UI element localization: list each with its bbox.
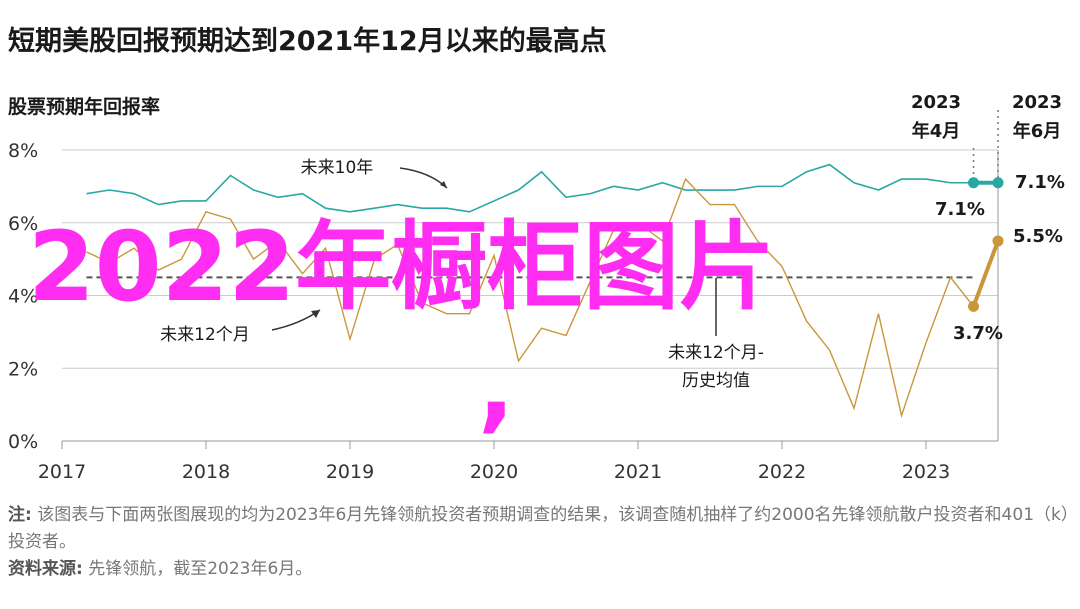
chart-title: 短期美股回报预期达到2021年12月以来的最高点 [8,25,607,57]
note-text: 该图表与下面两张图展现的均为2023年6月先锋领航投资者预期调查的结果，该调查随… [8,505,1070,552]
source-paragraph: 资料来源: 先锋领航，截至2023年6月。 [8,556,1074,583]
ten-year-arrow [399,167,448,189]
x-tick-2020: 2020 [470,461,518,483]
twelve-month-jun-value: 5.5% [1013,226,1063,247]
x-tick-2017: 2017 [38,461,86,483]
point-apr-1 [968,300,980,312]
apr-year-label: 2023 [911,92,961,113]
series-line-twelve-month [86,177,975,419]
series-lines [86,163,1004,419]
y-axis-ticks: 0% 2% 4% 6% 8% [8,140,38,453]
x-tick-2023: 2023 [902,461,950,483]
note-label: 注: [8,505,32,525]
hist-avg-label-1: 未来12个月- [668,343,764,363]
y-tick-0: 0% [8,431,38,453]
ten-year-apr-value: 7.1% [935,199,985,220]
footnote: 注: 该图表与下面两张图展现的均为2023年6月先锋领航投资者预期调查的结果，该… [8,502,1074,583]
point-jun-0 [992,177,1004,189]
chart-subtitle: 股票预期年回报率 [8,95,160,118]
source-text: 先锋领航，截至2023年6月。 [82,559,313,579]
x-axis-ticks: 2017 2018 2019 2020 2021 2022 2023 [38,461,950,483]
source-label: 资料来源: [8,559,83,579]
note-paragraph: 注: 该图表与下面两张图展现的均为2023年6月先锋领航投资者预期调查的结果，该… [8,502,1074,556]
jun-year-label: 2023 [1012,92,1062,113]
ten-year-jun-value: 7.1% [1015,172,1065,193]
series-line-ten-year [86,163,974,213]
overlay-comma: , [478,331,514,443]
twelve-month-apr-value: 3.7% [953,323,1003,344]
hist-avg-label-2: 历史均值 [682,371,750,391]
ten-year-label: 未来10年 [301,158,374,178]
point-apr-0 [968,177,980,189]
apr-month-label: 年4月 [912,120,961,142]
overlay-watermark-text: 2022年橱柜图片 [28,211,775,323]
x-tick-2019: 2019 [326,461,374,483]
series-highlight-1 [971,240,1000,308]
x-tick-2022: 2022 [758,461,806,483]
x-tick-2018: 2018 [182,461,230,483]
twelve-month-arrowhead [311,310,320,318]
y-tick-8: 8% [8,140,38,162]
y-tick-6: 6% [8,213,38,235]
jun-month-label: 年6月 [1013,120,1062,142]
y-tick-4: 4% [8,286,38,308]
y-tick-2: 2% [8,358,38,380]
point-jun-1 [992,235,1004,247]
gridlines [61,149,999,449]
x-tick-2021: 2021 [614,461,662,483]
twelve-month-label: 未来12个月 [160,325,250,345]
ten-year-arrowhead [440,181,447,188]
